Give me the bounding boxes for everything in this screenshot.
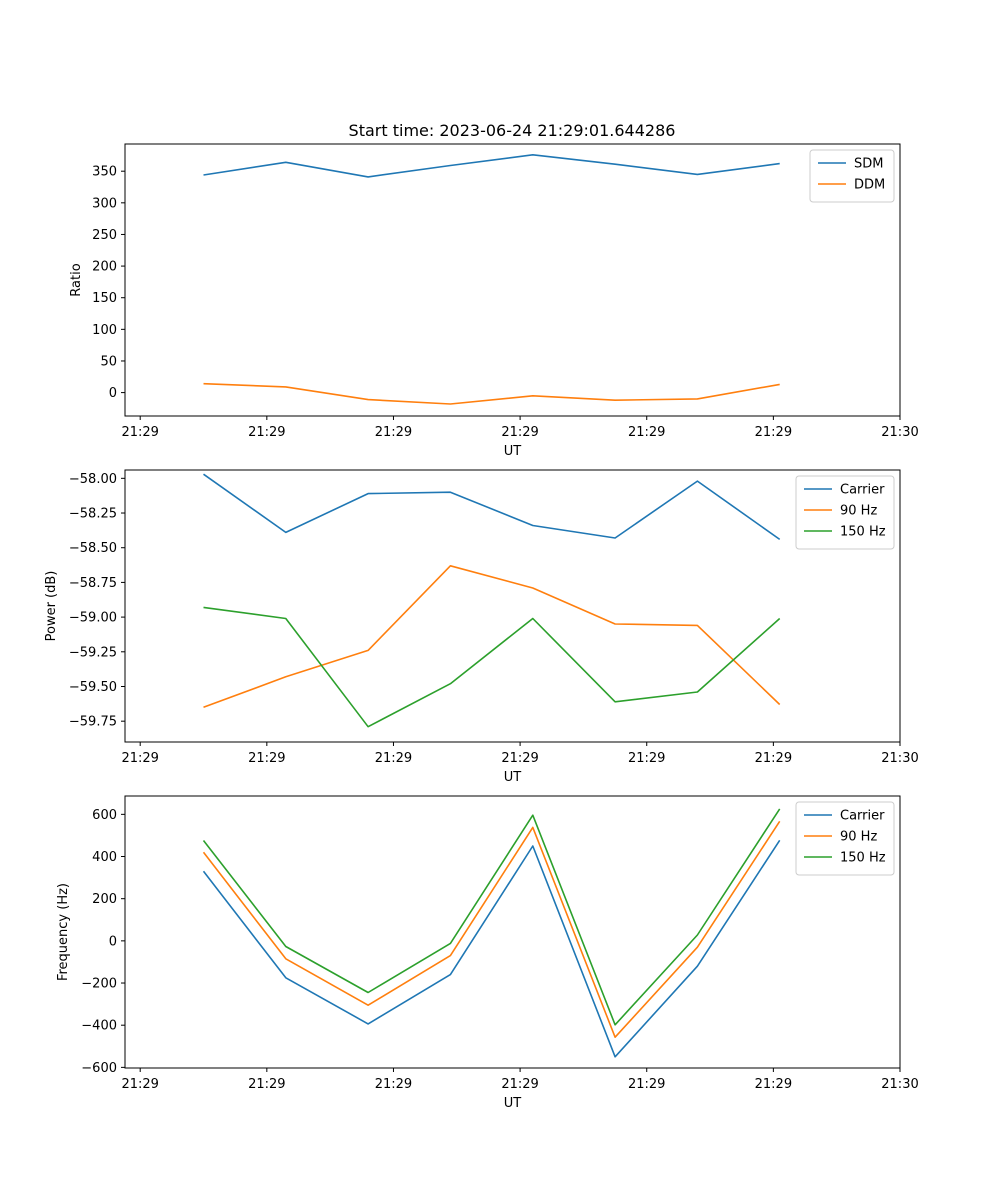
chart-1-x-axis-label: UT bbox=[504, 444, 522, 459]
chart-1-y-tick-label: 50 bbox=[100, 354, 117, 369]
chart-3: 21:29 21:29 21:29 21:29 21:29 21:29 21:30 −600 −… bbox=[56, 795, 919, 1111]
chart-2-frame bbox=[124, 469, 901, 743]
chart-1-series-2-line bbox=[203, 382, 780, 405]
chart-2-x-tick-label: 21:29 bbox=[628, 751, 665, 766]
chart-3-x-tick-label: 21:30 bbox=[881, 1077, 918, 1092]
chart-1-y-tick-label: 100 bbox=[92, 323, 117, 338]
chart-3-x-tick-label: 21:29 bbox=[628, 1077, 665, 1092]
chart-2-y-axis-label: Power (dB) bbox=[44, 571, 59, 642]
chart-1-frame bbox=[124, 143, 901, 417]
chart-2-series-1-line bbox=[203, 473, 781, 541]
chart-1-y-axis-label: Ratio bbox=[69, 263, 84, 296]
chart-2-x-tick-label: 21:29 bbox=[375, 751, 412, 766]
chart-2-y-tick-label: −59.25 bbox=[69, 645, 117, 660]
chart-2-y-tick-label: −58.50 bbox=[69, 541, 117, 556]
chart-2: 21:29 21:29 21:29 21:29 21:29 21:29 21:30 −58.0… bbox=[44, 469, 919, 785]
chart-3-x-tick-label: 21:29 bbox=[121, 1077, 158, 1092]
chart-1-x-tick-label: 21:29 bbox=[248, 425, 285, 440]
chart-3-y-tick-label: −600 bbox=[81, 1061, 117, 1076]
chart-2-x-tick-label: 21:29 bbox=[501, 751, 538, 766]
chart-3-y-tick-label: −200 bbox=[81, 977, 117, 992]
chart-3-frame bbox=[124, 795, 901, 1069]
chart-3-legend-label-3: 150 Hz bbox=[840, 851, 886, 866]
chart-1-x-tick-label: 21:29 bbox=[628, 425, 665, 440]
chart-3-legend-label-1: Carrier bbox=[840, 809, 885, 824]
chart-1-x-tick-label: 21:29 bbox=[121, 425, 158, 440]
chart-1-y-tick-label: 0 bbox=[109, 386, 117, 401]
chart-2-y-tick-label: −58.00 bbox=[69, 472, 117, 487]
chart-3-y-tick-label: 200 bbox=[92, 892, 117, 907]
chart-1-y-tick-label: 300 bbox=[92, 196, 117, 211]
chart-3-x-tick-label: 21:29 bbox=[248, 1077, 285, 1092]
chart-3-series-2-line bbox=[202, 820, 781, 1038]
chart-3-y-tick-label: 0 bbox=[109, 934, 117, 949]
figure-title: Start time: 2023-06-24 21:29:01.644286 bbox=[349, 121, 676, 140]
chart-1-series-1-line bbox=[203, 154, 780, 178]
chart-3-x-tick-label: 21:29 bbox=[375, 1077, 412, 1092]
chart-2-legend-label-2: 90 Hz bbox=[840, 504, 877, 519]
chart-3-y-tick-label: −400 bbox=[81, 1019, 117, 1034]
chart-3-x-axis-label: UT bbox=[504, 1096, 522, 1111]
chart-2-x-axis-label: UT bbox=[504, 770, 522, 785]
chart-2-x-tick-label: 21:30 bbox=[881, 751, 918, 766]
chart-1: 21:29 21:29 21:29 21:29 21:29 21:29 21:30 0 50 10… bbox=[69, 143, 919, 459]
chart-1-x-tick-label: 21:29 bbox=[375, 425, 412, 440]
chart-1-y-tick-label: 350 bbox=[92, 165, 117, 180]
chart-1-x-tick-label: 21:29 bbox=[501, 425, 538, 440]
chart-2-y-tick-label: −59.00 bbox=[69, 611, 117, 626]
chart-2-series-3-line bbox=[203, 606, 781, 728]
chart-1-legend-label-1: SDM bbox=[854, 157, 883, 172]
chart-2-y-tick-label: −59.75 bbox=[69, 715, 117, 730]
chart-1-y-tick-label: 200 bbox=[92, 260, 117, 275]
chart-3-y-tick-label: 400 bbox=[92, 850, 117, 865]
chart-3-legend-label-2: 90 Hz bbox=[840, 830, 877, 845]
chart-1-x-tick-label: 21:29 bbox=[755, 425, 792, 440]
panels: 21:29 21:29 21:29 21:29 21:29 21:29 21:30 0 50 10… bbox=[44, 143, 919, 1111]
chart-3-series-3-line bbox=[202, 808, 781, 1026]
chart-3-series-1-line bbox=[202, 839, 781, 1058]
chart-2-series-2-line bbox=[203, 564, 781, 709]
chart-2-x-tick-label: 21:29 bbox=[755, 751, 792, 766]
chart-2-y-tick-label: −58.25 bbox=[69, 507, 117, 522]
chart-3-y-axis-label: Frequency (Hz) bbox=[56, 883, 71, 981]
chart-3-x-tick-label: 21:29 bbox=[501, 1077, 538, 1092]
chart-1-legend-label-2: DDM bbox=[854, 178, 885, 193]
chart-2-legend-label-1: Carrier bbox=[840, 483, 885, 498]
chart-2-y-tick-label: −59.50 bbox=[69, 680, 117, 695]
chart-1-x-tick-label: 21:30 bbox=[881, 425, 918, 440]
chart-2-x-tick-label: 21:29 bbox=[121, 751, 158, 766]
chart-2-x-tick-label: 21:29 bbox=[248, 751, 285, 766]
chart-1-y-tick-label: 150 bbox=[92, 291, 117, 306]
chart-2-y-tick-label: −58.75 bbox=[69, 576, 117, 591]
chart-1-y-tick-label: 250 bbox=[92, 228, 117, 243]
chart-2-legend-label-3: 150 Hz bbox=[840, 525, 886, 540]
chart-3-x-tick-label: 21:29 bbox=[755, 1077, 792, 1092]
chart-3-y-tick-label: 600 bbox=[92, 808, 117, 823]
